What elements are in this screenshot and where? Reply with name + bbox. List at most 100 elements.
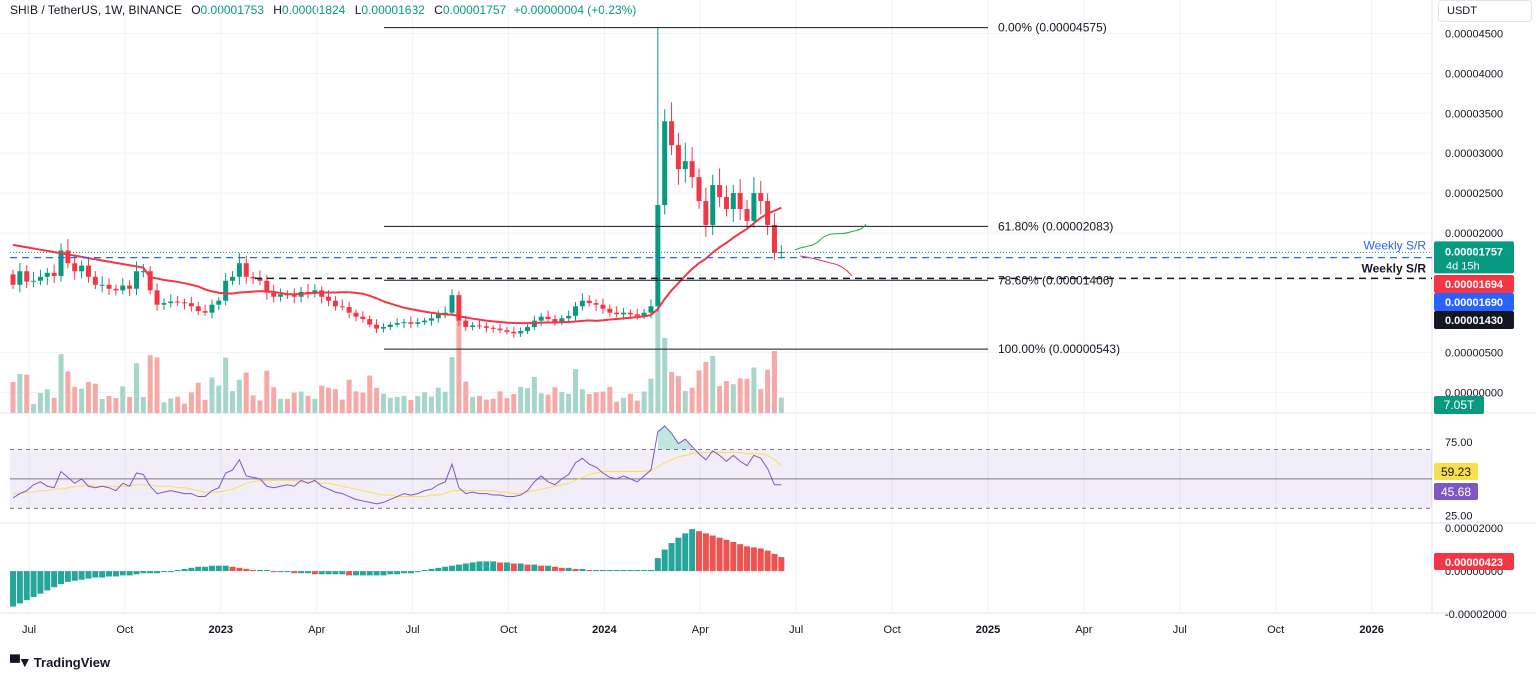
macd-bar <box>291 571 298 574</box>
macd-bar <box>222 565 229 572</box>
macd-bar <box>517 563 524 572</box>
candle-body <box>476 325 482 327</box>
sma-price-tag: 0.00001694 <box>1445 279 1504 291</box>
macd-bar <box>236 567 243 572</box>
candle-body <box>538 316 544 321</box>
macd-bar <box>551 566 558 572</box>
candle-body <box>717 185 723 198</box>
candle-body <box>133 271 139 289</box>
candle-body <box>339 306 345 308</box>
macd-bar <box>346 571 353 576</box>
sr-black-price-tag: 0.00001430 <box>1445 315 1503 327</box>
candle-body <box>85 265 91 277</box>
volume-bar <box>298 391 304 413</box>
candle-body <box>236 263 242 277</box>
volume-bar <box>689 387 695 413</box>
candle-body <box>51 272 57 277</box>
weekly-sr-label-black: Weekly S/R <box>1362 261 1427 275</box>
macd-bar <box>545 565 552 572</box>
candle-body <box>449 295 455 313</box>
candle-body <box>593 303 599 305</box>
candle-body <box>737 193 743 210</box>
fib-level-label: 0.00% (0.00004575) <box>998 21 1107 35</box>
macd-bar <box>92 571 99 578</box>
macd-bar <box>332 571 339 575</box>
candle-body <box>422 320 428 323</box>
volume-bar <box>579 389 585 413</box>
volume-bar <box>422 392 428 413</box>
volume-bar <box>202 399 208 413</box>
volume-bar <box>751 367 757 413</box>
candle-body <box>175 301 181 303</box>
volume-bar <box>696 370 702 413</box>
volume-bar <box>600 391 606 413</box>
volume-bar <box>10 381 16 413</box>
macd-bar <box>298 571 305 574</box>
candle-body <box>490 327 496 329</box>
volume-bar <box>72 386 78 413</box>
x-tick-label: 2023 <box>209 624 233 636</box>
close-value: 0.00001757 <box>442 3 507 17</box>
volume-bar <box>504 398 510 413</box>
candle-body <box>223 280 229 301</box>
volume-bar <box>518 386 524 413</box>
volume-bar <box>723 381 729 413</box>
macd-bar <box>435 567 442 572</box>
volume-bar <box>662 338 668 413</box>
candle-body <box>586 300 592 304</box>
volume-bar <box>408 399 414 413</box>
volume-bar <box>717 386 723 413</box>
volume-bar <box>85 381 91 413</box>
macd-bar <box>250 570 257 572</box>
macd-bar <box>99 571 106 578</box>
volume-bar <box>65 371 71 413</box>
rsi-line <box>12 425 782 505</box>
candle-body <box>387 324 393 328</box>
volume-bar <box>291 392 297 413</box>
candle-body <box>154 290 160 305</box>
candle-body <box>44 272 50 277</box>
candle-body <box>744 209 750 221</box>
volume-bar <box>778 397 784 413</box>
macd-bar <box>147 571 154 574</box>
volume-bar <box>621 397 627 413</box>
candle-body <box>559 318 565 323</box>
macd-bar <box>208 565 215 572</box>
rsi-tick-label: 75.00 <box>1445 437 1473 449</box>
macd-bar <box>23 571 30 601</box>
macd-bar <box>490 561 497 572</box>
sr-blue-price-tag-bg <box>1434 293 1514 311</box>
macd-bar <box>64 571 71 582</box>
macd-bar <box>119 571 126 576</box>
volume-bar <box>545 394 551 413</box>
volume-bar <box>641 391 647 413</box>
volume-bar <box>99 399 105 413</box>
volume-bar <box>586 394 592 413</box>
macd-bar <box>318 571 325 575</box>
y-tick-label: 0.00002000 <box>1445 228 1503 240</box>
rsi-ma-tag: 59.23 <box>1441 465 1471 479</box>
candle-body <box>456 295 462 321</box>
currency-button[interactable]: USDT <box>1438 0 1532 22</box>
candle-body <box>504 330 510 332</box>
candle-body <box>579 300 585 307</box>
macd-bar <box>771 553 778 572</box>
macd-bar <box>51 571 58 588</box>
candle-body <box>202 311 208 313</box>
volume-bar <box>703 361 709 413</box>
macd-bar <box>311 571 318 575</box>
candle-body <box>120 285 126 291</box>
candle-body <box>353 312 359 317</box>
open-value: 0.00001753 <box>200 3 264 17</box>
volume-bar <box>511 393 517 413</box>
macd-bar <box>359 571 366 576</box>
volume-bar <box>58 354 64 413</box>
volume-bar <box>271 387 277 413</box>
x-tick-label: 2025 <box>976 624 1000 636</box>
volume-bar <box>44 389 50 413</box>
macd-bar <box>353 571 359 576</box>
volume-bar <box>483 399 489 413</box>
tradingview-logo[interactable]: ▀▼ TradingView <box>10 654 110 670</box>
macd-bar <box>723 539 730 572</box>
